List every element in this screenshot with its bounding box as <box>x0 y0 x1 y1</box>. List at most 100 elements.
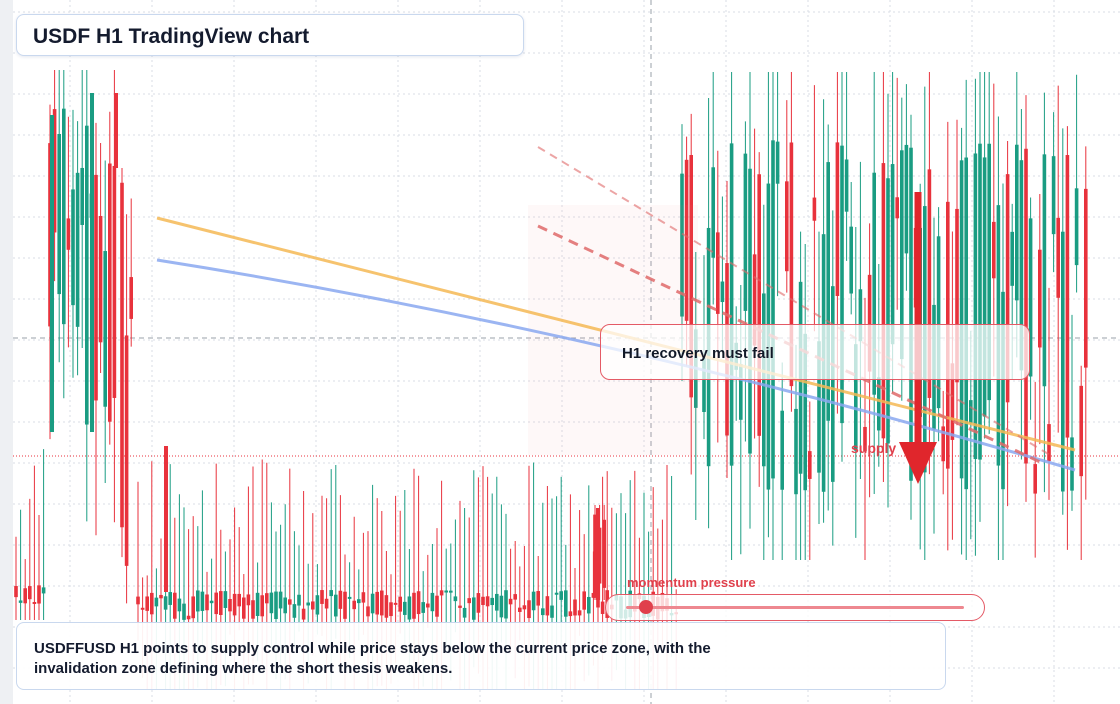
candle-body <box>384 595 389 618</box>
candle-body <box>124 335 129 566</box>
candle-body <box>430 592 435 612</box>
candle-body <box>780 410 784 490</box>
candle-body <box>969 400 973 424</box>
candle-body <box>343 591 347 619</box>
candle-body <box>550 605 554 618</box>
candle-body <box>421 602 425 613</box>
candle-body <box>439 590 444 596</box>
chart-title-card: USDF H1 TradingView chart <box>16 14 524 56</box>
candle-body <box>467 598 471 604</box>
recovery-callout: H1 recovery must fail <box>600 324 1030 380</box>
candle-body <box>1001 291 1005 490</box>
candle-body <box>527 600 531 619</box>
candle-body <box>1019 160 1024 371</box>
candle-body <box>485 596 490 607</box>
candle-body <box>18 600 23 603</box>
candle-body <box>1005 174 1010 403</box>
candle-body <box>881 163 886 439</box>
candle-body <box>499 595 504 618</box>
candle-body <box>37 585 41 604</box>
candle-body <box>297 594 301 606</box>
candle-body <box>228 598 232 612</box>
candle-body <box>504 590 508 619</box>
candle-body <box>992 221 996 279</box>
candle-body <box>292 604 297 618</box>
candle-body <box>1079 385 1083 477</box>
candle-body <box>596 508 600 600</box>
candle-body <box>288 599 292 605</box>
candle-body <box>412 592 416 619</box>
candle-body <box>352 600 356 610</box>
candle-body <box>577 610 582 616</box>
candle-body <box>729 143 734 466</box>
candle-body <box>251 600 255 619</box>
candle-body <box>265 593 269 604</box>
candle-body <box>1074 188 1079 266</box>
candle-body <box>98 215 103 343</box>
candle-body <box>840 145 844 424</box>
candle-body <box>904 144 909 254</box>
candle-body <box>987 143 991 401</box>
candle-body <box>582 591 586 610</box>
candle-body <box>680 173 684 317</box>
candle-body <box>973 153 978 460</box>
candle-body <box>62 108 66 325</box>
candle-body <box>398 596 402 612</box>
candle-body <box>909 147 913 481</box>
candle-body <box>347 596 352 599</box>
candle-body <box>370 593 375 614</box>
candle-body <box>311 601 315 610</box>
momentum-pressure-gauge[interactable] <box>605 594 985 621</box>
candle-body <box>495 593 499 611</box>
candle-body <box>1033 464 1037 494</box>
candle-body <box>978 143 982 460</box>
candle-body <box>283 597 287 614</box>
candle-body <box>803 333 807 491</box>
candle-body <box>375 591 379 615</box>
candle-body <box>743 153 748 311</box>
candle-body <box>389 602 393 617</box>
candle-body <box>748 168 752 454</box>
candle-body <box>449 590 453 593</box>
candle-body <box>602 519 606 588</box>
candle-body <box>214 592 218 615</box>
candle-body <box>895 197 899 219</box>
candle-body <box>182 603 186 620</box>
candle-body <box>490 597 494 606</box>
candle-body <box>435 595 439 617</box>
candle-body <box>508 598 513 605</box>
candle-body <box>775 141 780 184</box>
candle-body <box>900 150 904 360</box>
candle-body <box>867 274 872 372</box>
candle-body <box>223 591 228 608</box>
summary-text: USDFFUSD H1 points to supply control whi… <box>34 640 711 677</box>
candle-body <box>57 133 61 295</box>
candle-body <box>163 596 168 610</box>
candle-body <box>844 159 849 212</box>
candle-body <box>1010 231 1014 286</box>
candle-body <box>794 408 798 495</box>
candle-body <box>242 597 246 619</box>
candle-body <box>522 605 527 610</box>
candle-body <box>50 115 54 432</box>
candle-body <box>826 162 830 421</box>
candle-body <box>338 590 343 609</box>
candle-body <box>32 601 37 604</box>
candle-body <box>269 592 274 614</box>
candle-body <box>168 592 172 605</box>
candle-body <box>573 599 577 616</box>
candle-body <box>835 142 840 296</box>
candle-body <box>209 600 214 604</box>
candle-body <box>720 281 725 303</box>
candle-body <box>94 174 98 401</box>
candle-body <box>324 598 329 609</box>
candle-body <box>366 606 370 617</box>
momentum-knob[interactable] <box>639 600 654 614</box>
candle-body <box>531 591 536 611</box>
candle-body <box>71 189 75 306</box>
candle-body <box>196 590 200 612</box>
candle-body <box>536 591 540 606</box>
candle-body <box>23 588 27 604</box>
candle-body <box>849 226 853 294</box>
candle-body <box>541 608 545 616</box>
